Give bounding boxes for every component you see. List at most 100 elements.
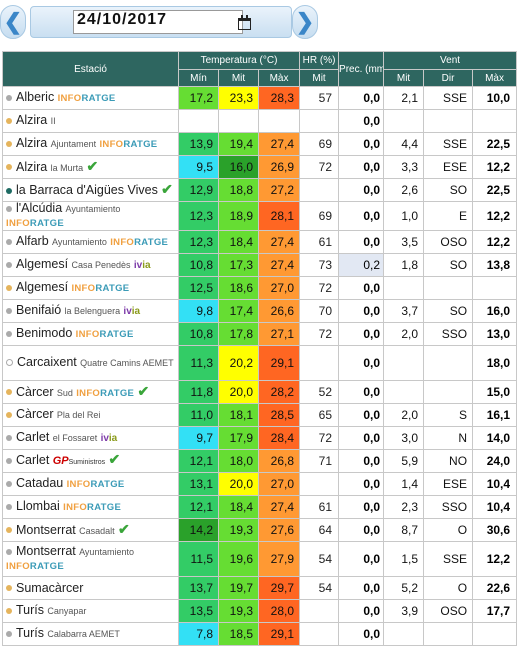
station-cell[interactable]: Benimodo INFORATGE [2,322,179,346]
precipitation-header[interactable]: Prec. (mm) [338,51,385,87]
table-row[interactable]: Carlet GPSuministros ✔ 12,1 18,0 26,8 71 0,0 5… [2,449,517,473]
station-name[interactable]: Càrcer [16,407,54,421]
station-header[interactable]: Estació [2,51,179,87]
station-name[interactable]: Carlet [16,430,50,444]
previous-day-button[interactable]: ❮ [0,5,26,39]
station-cell[interactable]: Algemesí INFORATGE [2,276,179,300]
station-name[interactable]: Sumacàrcer [16,580,84,595]
station-name[interactable]: Montserrat [16,522,76,537]
date-input[interactable]: 24/10/2017 [73,10,251,34]
station-sublabel: Calabarra AEMET [47,629,120,639]
station-cell[interactable]: Carlet el Fossaret ivia [2,426,179,450]
table-row[interactable]: Alzira II 0,0 [2,109,517,133]
table-row[interactable]: Alfarb Ayuntamiento INFORATGE 12,3 18,4 27,… [2,230,517,254]
station-cell[interactable]: Montserrat Casadalt ✔ [2,518,179,542]
table-row[interactable]: Alzira Ajuntament INFORATGE 13,9 19,4 27,4 6… [2,132,517,156]
humidity-mit-header[interactable]: Mit [299,69,340,87]
humidity-cell [299,345,340,381]
table-row[interactable]: la Barraca d'Aigües Vives ✔ 12,9 18,8 27,2 0… [2,178,517,202]
station-name[interactable]: Carlet [16,453,50,467]
temp-min-header[interactable]: Mín [178,69,219,87]
station-cell[interactable]: Llombai INFORATGE [2,495,179,519]
table-row[interactable]: Llombai INFORATGE 12,1 18,4 27,4 61 0,0 2,3 SSO… [2,495,517,519]
station-cell[interactable]: Montserrat Ayuntamiento INFORATGE [2,541,179,577]
station-cell[interactable]: Carcaixent Quatre Camins AEMET [2,345,179,381]
table-row[interactable]: Sumacàrcer 13,7 19,7 29,7 54 0,0 5,2 O 22,6 [2,576,517,600]
station-name[interactable]: Algemesí [16,257,69,271]
station-cell[interactable]: Alzira la Murta ✔ [2,155,179,179]
station-name[interactable]: Turís [16,603,45,617]
inforatge-logo: INFORATGE [6,218,64,229]
station-cell[interactable]: Sumacàrcer [2,576,179,600]
table-row[interactable]: l'Alcúdia Ayuntamiento INFORATGE 12,3 18,9… [2,201,517,231]
station-cell[interactable]: l'Alcúdia Ayuntamiento INFORATGE [2,201,179,231]
table-row[interactable]: Benifaió la Belenguera ivia 9,8 17,4 26,6 70… [2,299,517,323]
temp-mit-header[interactable]: Mit [218,69,259,87]
table-row[interactable]: Montserrat Casadalt ✔ 14,2 19,3 27,6 64 0,0 8,… [2,518,517,542]
table-row[interactable]: Càrcer Pla del Rei 11,0 18,1 28,5 65 0,0 2,0 S 1… [2,403,517,427]
station-cell[interactable]: Alzira II [2,109,179,133]
station-cell[interactable]: Turís Canyapar [2,599,179,623]
table-row[interactable]: Càrcer Sud INFORATGE ✔ 11,8 20,0 28,2 52 0,0 1… [2,380,517,404]
wind-mit-cell [383,622,425,646]
station-name[interactable]: Turís [16,626,45,640]
station-cell[interactable]: Alzira Ajuntament INFORATGE [2,132,179,156]
station-name[interactable]: Benimodo [16,326,73,340]
temp-max-cell: 27,2 [257,178,301,202]
station-name[interactable]: Alzira [16,136,48,150]
table-row[interactable]: Algemesí INFORATGE 12,5 18,6 27,0 72 0,0 [2,276,517,300]
station-name[interactable]: Carcaixent [17,355,77,369]
table-row[interactable]: Turís Canyapar 13,5 19,3 28,0 0,0 3,9 OSO 17,7 [2,599,517,623]
temp-max-cell: 27,4 [257,253,301,277]
station-name[interactable]: Catadau [16,476,64,490]
station-name[interactable]: Càrcer [16,384,54,399]
station-name[interactable]: Alzira [16,113,48,127]
station-name[interactable]: Montserrat [16,544,76,558]
wind-dir-cell [423,345,474,381]
station-status-dot-icon [6,585,12,592]
table-row[interactable]: Catadau INFORATGE 13,1 20,0 27,0 0,0 1,4 ESE 10… [2,472,517,496]
table-row[interactable]: Alzira la Murta ✔ 9,5 16,0 26,9 72 0,0 3,3 ESE 1… [2,155,517,179]
station-cell[interactable]: Càrcer Pla del Rei [2,403,179,427]
temp-mit-cell: 23,3 [218,86,259,110]
station-name[interactable]: Alfarb [16,234,49,248]
wind-mit-cell [383,276,425,300]
temp-max-cell: 26,9 [257,155,301,179]
temp-min-cell: 9,8 [178,299,219,323]
station-cell[interactable]: Algemesí Casa Penedès ivia [2,253,179,277]
wind-mit-cell: 8,7 [383,518,425,542]
table-row[interactable]: Benimodo INFORATGE 10,8 17,8 27,1 72 0,0 2,0 SS… [2,322,517,346]
table-row[interactable]: Algemesí Casa Penedès ivia 10,8 17,3 27,4 73… [2,253,517,277]
station-name[interactable]: Alberic [16,90,55,104]
station-name[interactable]: Algemesí [16,280,69,294]
calendar-icon[interactable] [238,15,251,30]
station-cell[interactable]: Turís Calabarra AEMET [2,622,179,646]
station-name[interactable]: la Barraca d'Aigües Vives [16,183,158,197]
next-day-button[interactable]: ❯ [292,5,318,39]
station-cell[interactable]: Càrcer Sud INFORATGE ✔ [2,380,179,404]
station-name[interactable]: Llombai [16,499,60,513]
station-status-dot-icon [6,187,12,194]
table-row[interactable]: Alberic INFORATGE 17,2 23,3 28,3 57 0,0 2,1 SSE… [2,86,517,110]
station-cell[interactable]: Benifaió la Belenguera ivia [2,299,179,323]
station-status-dot-icon [6,205,12,212]
station-cell[interactable]: Carlet GPSuministros ✔ [2,449,179,473]
temp-min-cell: 11,0 [178,403,219,427]
temp-min-cell: 10,8 [178,253,219,277]
station-name[interactable]: Benifaió [16,303,62,317]
table-row[interactable]: Montserrat Ayuntamiento INFORATGE 11,5 19,… [2,541,517,577]
temp-max-header[interactable]: Màx [257,69,301,87]
humidity-cell: 72 [299,322,340,346]
wind-dir-header[interactable]: Dir [423,69,474,87]
wind-max-header[interactable]: Màx [472,69,517,87]
wind-mit-header[interactable]: Mit [383,69,425,87]
station-name[interactable]: Alzira [16,159,48,174]
station-cell[interactable]: Catadau INFORATGE [2,472,179,496]
table-row[interactable]: Carcaixent Quatre Camins AEMET 11,3 20,2 29… [2,345,517,381]
station-name[interactable]: l'Alcúdia [16,201,63,215]
table-row[interactable]: Turís Calabarra AEMET 7,8 18,5 29,1 0,0 [2,622,517,646]
station-cell[interactable]: la Barraca d'Aigües Vives ✔ [2,178,179,202]
station-cell[interactable]: Alberic INFORATGE [2,86,179,110]
station-cell[interactable]: Alfarb Ayuntamiento INFORATGE [2,230,179,254]
table-row[interactable]: Carlet el Fossaret ivia 9,7 17,9 28,4 72 0,0 3… [2,426,517,450]
